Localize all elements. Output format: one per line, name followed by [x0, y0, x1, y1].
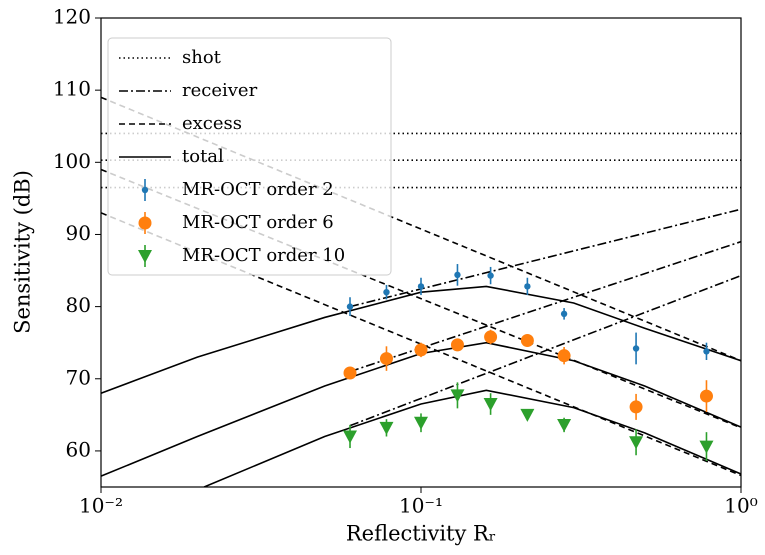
- legend-label: MR-OCT order 2: [182, 179, 334, 200]
- y-axis-label: Sensitivity (dB): [11, 170, 35, 334]
- y-tick-label: 70: [66, 365, 91, 389]
- legend-label: excess: [182, 113, 242, 134]
- y-tick-label: 80: [66, 293, 91, 317]
- legend-label: total: [182, 146, 224, 167]
- y-tick-label: 120: [53, 5, 91, 29]
- receiver-line: [349, 208, 741, 308]
- marker: [379, 421, 394, 435]
- marker: [483, 398, 498, 412]
- legend-marker: [141, 186, 149, 194]
- marker: [417, 283, 425, 290]
- legend: shot receiver excess total MR-OCT order 2 MR-…: [107, 37, 392, 276]
- total-line: [203, 389, 741, 487]
- receiver-line: [349, 240, 741, 373]
- x-tick-label: 10⁻²: [79, 494, 123, 518]
- legend-marker: [138, 250, 152, 263]
- marker: [632, 345, 640, 352]
- marker: [414, 416, 428, 430]
- legend-box: [107, 37, 392, 276]
- marker: [560, 310, 568, 318]
- marker: [343, 366, 357, 380]
- marker: [383, 288, 390, 296]
- marker: [454, 271, 461, 279]
- x-axis-label: Reflectivity Rᵣ: [346, 522, 496, 546]
- marker: [343, 430, 358, 444]
- marker: [484, 330, 498, 344]
- legend-label: shot: [182, 47, 222, 68]
- legend-label: MR-OCT order 10: [182, 245, 345, 266]
- y-tick-label: 90: [66, 221, 91, 245]
- receiver-line: [349, 274, 741, 427]
- marker: [414, 343, 428, 357]
- y-tick-label: 60: [66, 437, 91, 461]
- marker: [379, 352, 393, 366]
- marker: [703, 348, 710, 355]
- marker: [524, 283, 531, 290]
- total-line: [101, 341, 741, 477]
- marker: [699, 389, 713, 403]
- marker: [520, 334, 534, 348]
- marker: [557, 349, 571, 363]
- marker: [450, 338, 464, 352]
- marker: [699, 440, 714, 454]
- x-tick-label: 10⁰: [724, 494, 757, 518]
- legend-marker: [138, 216, 152, 230]
- marker: [487, 272, 494, 279]
- y-tick-label: 110: [53, 77, 91, 101]
- marker: [629, 436, 644, 450]
- marker: [346, 303, 354, 310]
- legend-label: MR-OCT order 6: [182, 212, 334, 233]
- y-tick-label: 100: [53, 149, 91, 173]
- total-line: [101, 285, 741, 394]
- x-tick-label: 10⁻¹: [399, 494, 443, 518]
- legend-label: receiver: [182, 80, 258, 101]
- marker: [520, 408, 535, 422]
- marker: [450, 389, 465, 403]
- marker: [629, 400, 643, 414]
- marker: [557, 418, 572, 432]
